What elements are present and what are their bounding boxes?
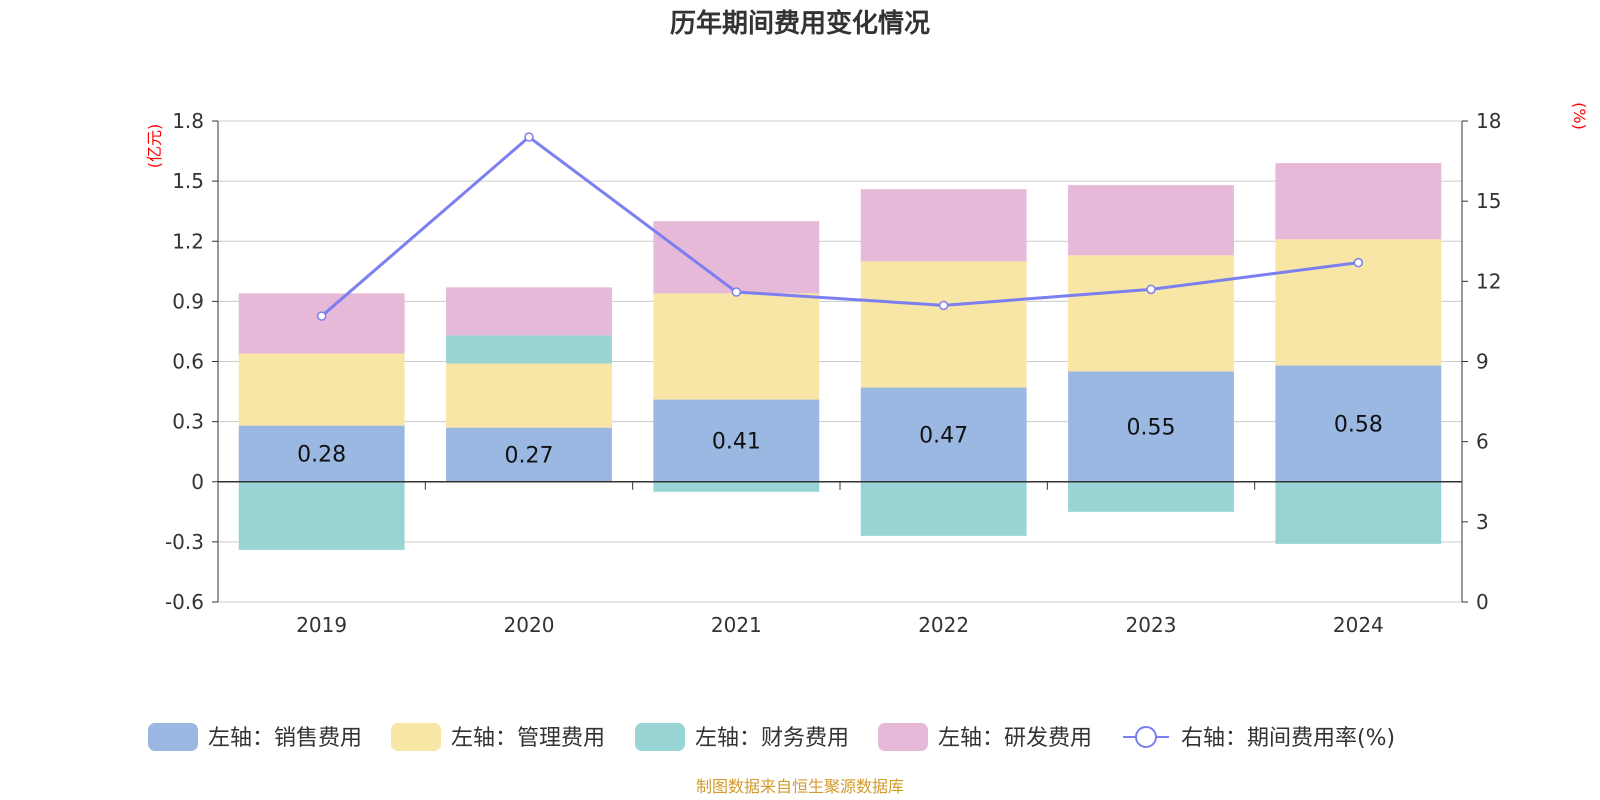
bar-segment xyxy=(860,261,1027,388)
right-axis-tick-label: 12 xyxy=(1476,269,1501,293)
category-label: 2020 xyxy=(504,613,555,637)
bar-segment xyxy=(860,481,1027,536)
bar-segment xyxy=(653,293,820,400)
legend-label: 左轴：销售费用 xyxy=(208,726,362,751)
data-label: 0.58 xyxy=(1334,413,1383,438)
category-label: 2024 xyxy=(1333,613,1384,637)
bar-segment xyxy=(1068,481,1234,512)
legend-label: 左轴：财务费用 xyxy=(695,726,849,751)
bar-segment xyxy=(1275,481,1442,544)
bar-segment xyxy=(860,189,1027,262)
bar-series xyxy=(238,163,1442,550)
bar-segment xyxy=(653,221,820,294)
source-note: 制图数据来自恒生聚源数据库 xyxy=(696,777,904,796)
data-label: 0.27 xyxy=(505,444,554,469)
bar-segment xyxy=(446,363,612,428)
bar-segment xyxy=(1275,365,1442,482)
right-axis-tick-label: 15 xyxy=(1476,189,1501,213)
legend: 左轴：销售费用 左轴：管理费用 左轴：财务费用 左轴：研发费用 右轴：期间费用率(%) xyxy=(148,723,1395,751)
left-axis-tick-label: 0.6 xyxy=(172,350,204,374)
left-axis-tick-label: 0 xyxy=(191,470,204,494)
category-label: 2021 xyxy=(711,613,762,637)
bar-segment xyxy=(446,287,612,336)
rate-point xyxy=(524,132,534,142)
right-axis-tick-label: 9 xyxy=(1476,350,1489,374)
bar-segment xyxy=(1068,185,1234,256)
legend-swatch xyxy=(878,723,928,751)
category-label: 2019 xyxy=(296,613,347,637)
left-axis-tick-label: 0.9 xyxy=(172,289,204,313)
data-labels: 0.28 0.27 0.41 0.47 0.55 0.58 xyxy=(297,413,1383,469)
category-label: 2023 xyxy=(1126,613,1177,637)
left-axis-tick-label: 1.5 xyxy=(172,169,204,193)
left-axis-tick-label: -0.3 xyxy=(165,530,204,554)
rate-point xyxy=(316,311,327,321)
data-label: 0.28 xyxy=(297,443,346,468)
rate-line xyxy=(320,135,1359,318)
data-label: 0.47 xyxy=(919,424,968,449)
rate-line-series xyxy=(316,132,1364,321)
right-axis-unit: (%) xyxy=(1570,102,1589,130)
category-label: 2022 xyxy=(918,613,969,637)
data-label: 0.55 xyxy=(1127,416,1176,441)
bar-segment xyxy=(446,427,612,482)
chart-title: 历年期间费用变化情况 xyxy=(670,8,930,39)
legend-swatch xyxy=(148,723,198,751)
bar-segment xyxy=(238,425,405,482)
right-axis-tick-label: 18 xyxy=(1476,109,1501,133)
rate-point xyxy=(1353,257,1364,268)
legend-swatch xyxy=(635,723,685,751)
bar-segment xyxy=(238,293,405,354)
legend-label: 右轴：期间费用率(%) xyxy=(1181,726,1395,751)
left-axis-tick-label: 1.8 xyxy=(172,109,204,133)
left-axis-tick-label: 1.2 xyxy=(172,229,204,253)
axes: 1.8 1.5 1.2 0.9 0.6 0.3 0 -0.3 -0.6 18 15 12 9 6 3 0 201… xyxy=(165,109,1501,637)
data-label: 0.41 xyxy=(712,430,761,455)
grid-lines xyxy=(218,120,1462,603)
rate-point xyxy=(731,287,742,297)
legend-label: 左轴：研发费用 xyxy=(938,726,1092,751)
bar-segment xyxy=(653,481,820,492)
right-axis-tick-label: 0 xyxy=(1476,590,1489,614)
rate-point xyxy=(938,300,949,311)
rate-point xyxy=(1146,284,1156,295)
bar-segment xyxy=(1275,163,1442,240)
legend-label: 左轴：管理费用 xyxy=(451,726,605,751)
bar-segment xyxy=(653,399,820,482)
bar-segment xyxy=(860,387,1027,482)
left-axis-tick-label: 0.3 xyxy=(172,410,204,434)
legend-marker-icon xyxy=(1135,726,1157,748)
bar-segment xyxy=(1068,255,1234,372)
legend-swatch xyxy=(391,723,441,751)
right-axis-tick-label: 3 xyxy=(1476,510,1489,534)
bar-segment xyxy=(1068,371,1234,482)
bar-segment xyxy=(446,335,612,364)
bar-segment xyxy=(238,353,405,426)
right-axis-tick-label: 6 xyxy=(1476,430,1489,454)
left-axis-unit: (亿元) xyxy=(145,124,164,169)
bar-segment xyxy=(238,481,405,550)
left-axis-tick-label: -0.6 xyxy=(165,590,204,614)
